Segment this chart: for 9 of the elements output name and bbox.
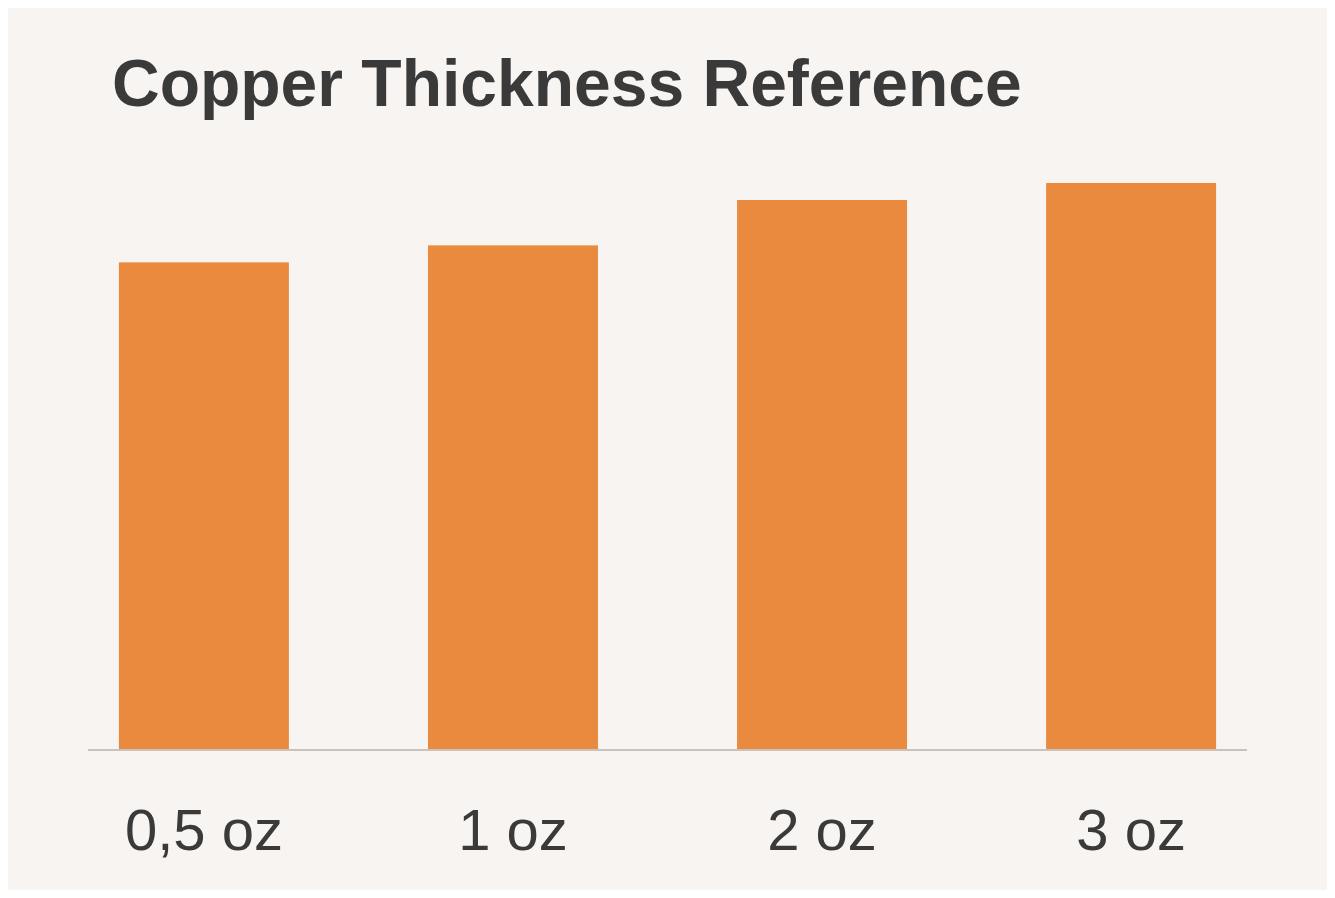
x-tick-label: 0,5 oz	[124, 797, 283, 862]
x-tick-label: 2 oz	[767, 797, 877, 862]
bar	[737, 200, 908, 750]
bar	[1046, 183, 1217, 750]
chart-title: Copper Thickness Reference	[112, 46, 1022, 120]
x-tick-label: 3 oz	[1076, 797, 1186, 862]
bar	[118, 262, 289, 750]
bar	[427, 245, 598, 750]
x-tick-label: 1 oz	[458, 797, 568, 862]
